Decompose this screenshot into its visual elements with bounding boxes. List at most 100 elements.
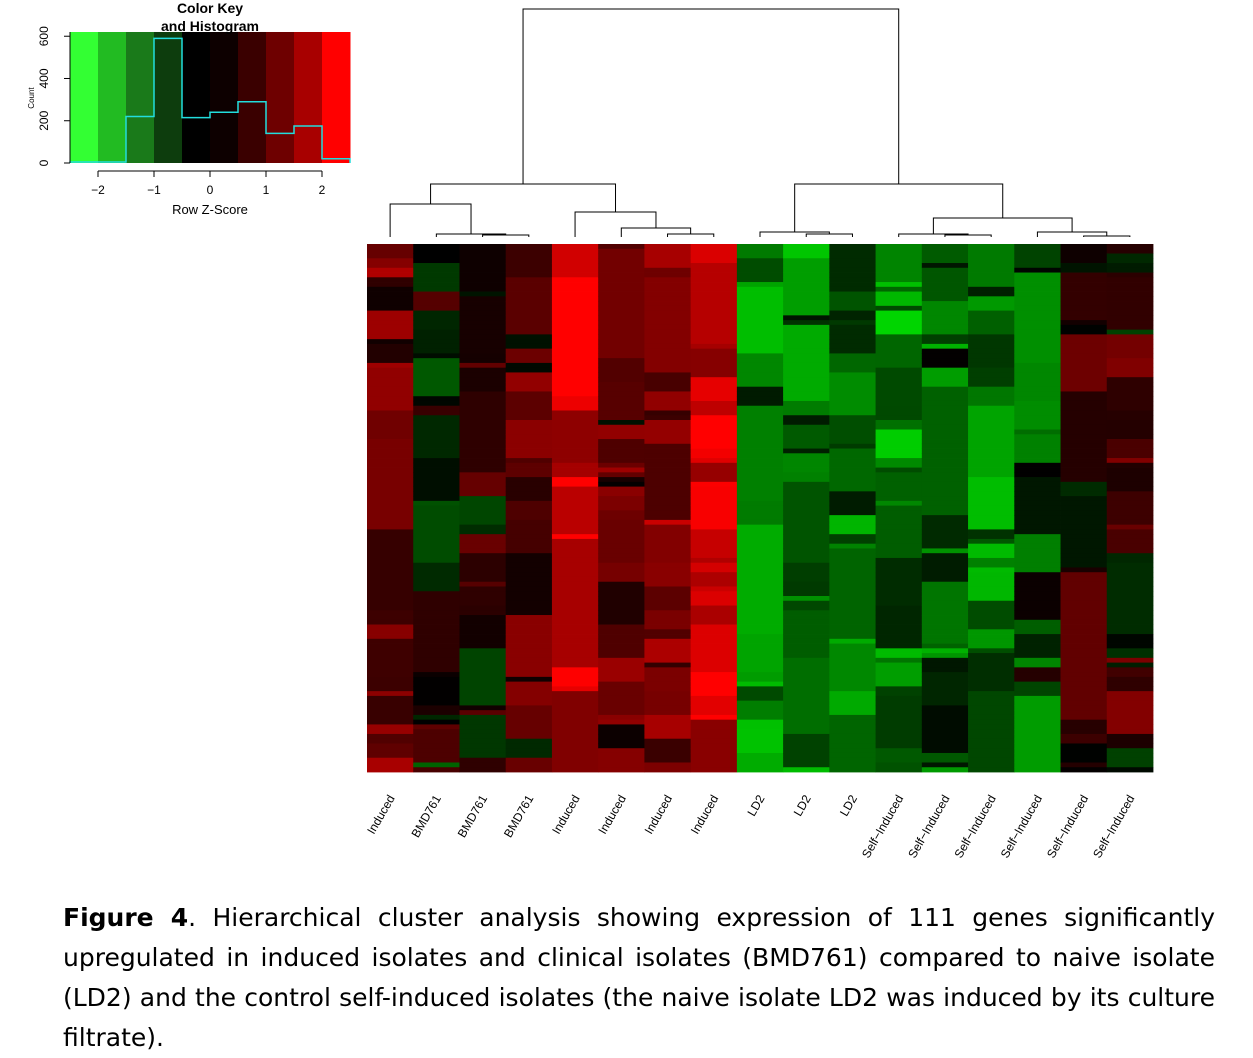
heatmap-cell xyxy=(1014,443,1061,449)
heatmap-cell xyxy=(690,634,738,640)
heatmap-cell xyxy=(1060,705,1108,711)
heatmap-cell xyxy=(783,277,830,283)
heatmap-cell xyxy=(736,743,784,749)
heatmap-cell xyxy=(598,662,645,668)
heatmap-cell xyxy=(598,334,645,340)
heatmap-cell xyxy=(459,705,507,711)
heatmap-cell xyxy=(459,296,507,302)
heatmap-cell xyxy=(829,695,876,702)
heatmap-cell xyxy=(459,572,507,578)
heatmap-cell xyxy=(783,339,830,345)
heatmap-cell xyxy=(829,733,876,740)
heatmap-cell xyxy=(413,386,460,392)
heatmap-cell xyxy=(690,248,738,254)
heatmap-cell xyxy=(1060,453,1108,459)
heatmap-cell xyxy=(459,500,507,507)
heatmap-cell xyxy=(644,391,692,397)
heatmap-cell xyxy=(1060,567,1108,573)
heatmap-cell xyxy=(968,672,1015,678)
heatmap-cell xyxy=(551,343,599,350)
heatmap-cell xyxy=(1014,310,1061,316)
heatmap-cell xyxy=(1060,301,1108,307)
heatmap-cell xyxy=(1106,324,1154,331)
heatmap-cell xyxy=(1014,581,1061,587)
heatmap-cell xyxy=(968,381,1015,388)
heatmap-cell xyxy=(413,500,460,507)
heatmap-cell xyxy=(367,605,414,611)
heatmap-cell xyxy=(1106,519,1154,526)
heatmap-cell xyxy=(367,724,414,730)
heatmap-cell xyxy=(736,329,784,335)
heatmap-cell xyxy=(1106,729,1154,735)
heatmap-cell xyxy=(551,529,599,535)
heatmap-cell xyxy=(690,400,738,407)
heatmap-cell xyxy=(1014,339,1061,345)
heatmap-cell xyxy=(783,743,830,749)
heatmap-cell xyxy=(598,695,645,702)
heatmap-cell xyxy=(875,686,923,692)
heatmap-cell xyxy=(875,253,923,259)
heatmap-cell xyxy=(736,348,784,354)
heatmap-cell xyxy=(1060,263,1108,269)
heatmap-cell xyxy=(968,448,1015,454)
heatmap-cell xyxy=(551,458,599,464)
color-key-band xyxy=(294,32,323,163)
heatmap-cell xyxy=(1060,362,1108,369)
heatmap-cell xyxy=(921,529,969,535)
heatmap-cell xyxy=(968,591,1015,597)
heatmap-cell xyxy=(968,667,1015,673)
heatmap-cell xyxy=(1014,691,1061,697)
heatmap-cell xyxy=(1014,291,1061,297)
heatmap-cell xyxy=(644,320,692,326)
heatmap-cell xyxy=(598,757,645,763)
heatmap-cell xyxy=(690,596,738,602)
heatmap-cell xyxy=(598,738,645,744)
heatmap-cell xyxy=(783,329,830,335)
heatmap-cell xyxy=(1106,263,1154,269)
x-tick-label: 2 xyxy=(319,183,326,197)
heatmap-cell xyxy=(736,762,784,768)
heatmap-cell xyxy=(644,467,692,473)
heatmap-cell xyxy=(783,681,830,687)
heatmap-cell xyxy=(505,733,553,740)
heatmap-cell xyxy=(1106,714,1154,721)
heatmap-cell xyxy=(690,524,738,530)
heatmap-cell xyxy=(367,752,414,759)
heatmap-cell xyxy=(1014,362,1061,369)
heatmap-cell xyxy=(1106,534,1154,540)
heatmap-cell xyxy=(829,315,876,321)
heatmap-cell xyxy=(783,301,830,307)
heatmap-cell xyxy=(968,510,1015,516)
heatmap-cell xyxy=(459,624,507,630)
heatmap-cell xyxy=(413,396,460,402)
heatmap-cell xyxy=(505,286,553,292)
heatmap-cell xyxy=(736,429,784,435)
heatmap-cell xyxy=(1106,548,1154,554)
heatmap-cell xyxy=(829,553,876,559)
heatmap-cell xyxy=(1106,496,1154,502)
heatmap-cell xyxy=(1106,615,1154,621)
heatmap-cell xyxy=(1060,681,1108,687)
heatmap-cell xyxy=(829,491,876,497)
heatmap-cell xyxy=(459,320,507,326)
heatmap-cell xyxy=(1060,472,1108,478)
heatmap-cell xyxy=(551,348,599,354)
heatmap-cell xyxy=(598,714,645,721)
heatmap-cell xyxy=(367,695,414,702)
heatmap-cell xyxy=(367,453,414,459)
heatmap-cell xyxy=(551,277,599,283)
heatmap-cell xyxy=(875,648,923,654)
heatmap-cell xyxy=(829,534,876,540)
heatmap-cell xyxy=(644,343,692,350)
heatmap-cell xyxy=(1060,667,1108,673)
heatmap-cell xyxy=(783,286,830,292)
heatmap-cell xyxy=(875,538,923,545)
column-label: BMD761 xyxy=(408,792,444,840)
heatmap-cell xyxy=(829,343,876,350)
heatmap-cell xyxy=(1106,253,1154,259)
heatmap-cell xyxy=(968,424,1015,430)
heatmap-cell xyxy=(413,576,460,583)
heatmap-cell xyxy=(783,605,830,611)
heatmap-cell xyxy=(690,567,738,573)
heatmap-cell xyxy=(459,681,507,687)
